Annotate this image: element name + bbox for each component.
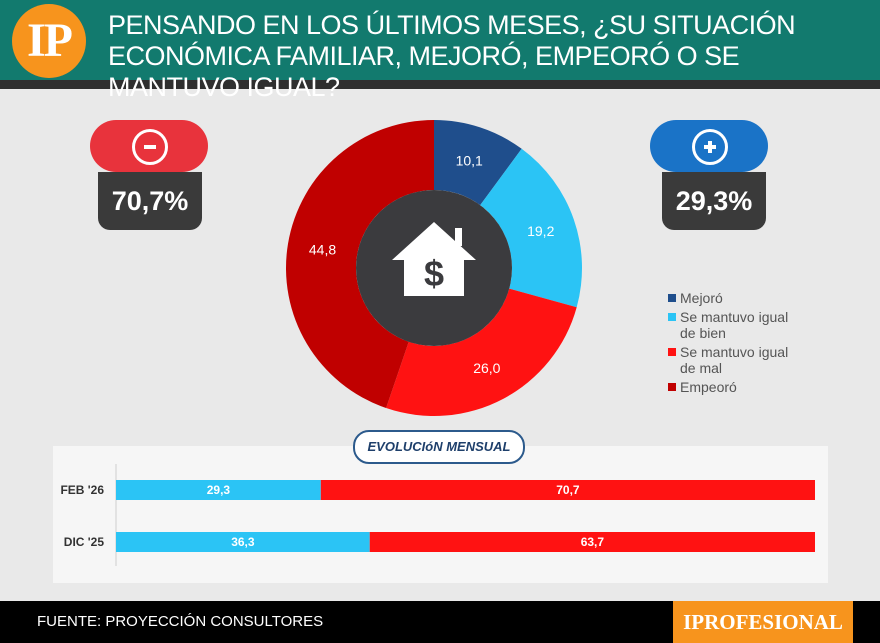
- legend-item-empeoro: Empeoró: [668, 379, 848, 395]
- header-divider: [0, 80, 880, 89]
- legend-label: Empeoró: [680, 379, 737, 395]
- bar-category-label: DIC '25: [64, 535, 105, 549]
- legend-swatch: [668, 383, 676, 391]
- slice-igual-mal: [386, 288, 577, 417]
- slice-label: 26,0: [473, 360, 500, 376]
- bar-value-label: 36,3: [231, 535, 255, 549]
- slice-label: 19,2: [527, 223, 554, 239]
- bar-value-label: 70,7: [556, 483, 580, 497]
- legend-swatch: [668, 294, 676, 302]
- legend-label-line2: de bien: [680, 325, 726, 341]
- legend-swatch: [668, 313, 676, 321]
- chart-title: PENSANDO EN LOS ÚLTIMOS MESES, ¿SU SITUA…: [108, 10, 796, 102]
- legend-label: Mejoró: [680, 290, 723, 306]
- positive-percentage: 29,3%: [662, 172, 766, 230]
- legend-label-line2: de mal: [680, 360, 723, 376]
- footer-brand-logo: IPROFESIONAL: [673, 601, 853, 643]
- legend-label: Se mantuvo igual: [680, 309, 789, 325]
- evolution-title: EVOLUCIóN MENSUAL: [353, 430, 525, 464]
- legend-item-igual-mal: Se mantuvo igual de mal: [668, 344, 848, 376]
- svg-text:$: $: [424, 253, 444, 294]
- ip-logo: IP: [12, 4, 86, 78]
- minus-icon: [132, 129, 168, 165]
- slice-label: 10,1: [456, 153, 483, 169]
- bar-negativo: [369, 532, 815, 552]
- plus-icon: [692, 129, 728, 165]
- legend: Mejoró Se mantuvo igual de bien Se mantu…: [668, 290, 848, 398]
- legend-item-igual-bien: Se mantuvo igual de bien: [668, 309, 848, 341]
- legend-swatch: [668, 348, 676, 356]
- negative-pill: [90, 120, 208, 172]
- house-dollar-icon: $: [392, 222, 476, 296]
- slice-igual-bien: [480, 148, 582, 308]
- bar-value-label: 63,7: [581, 535, 605, 549]
- donut-chart: $ 10,1 19,2 26,0 44,8: [285, 120, 582, 417]
- negative-percentage: 70,7%: [98, 172, 202, 230]
- slice-empeoro: [285, 120, 434, 409]
- bar-value-label: 29,3: [207, 483, 231, 497]
- slice-label: 44,8: [309, 241, 336, 257]
- bar-negativo: [320, 480, 815, 500]
- evolution-panel: [53, 446, 828, 583]
- legend-item-mejoro: Mejoró: [668, 290, 848, 306]
- legend-label: Se mantuvo igual: [680, 344, 789, 360]
- header-banner: [0, 0, 880, 80]
- bar-positivo: [116, 532, 370, 552]
- bar-positivo: [116, 480, 321, 500]
- footer-source: FUENTE: PROYECCIÓN CONSULTORES: [37, 613, 324, 630]
- slice-mejoro: [434, 120, 522, 206]
- bar-category-label: FEB '26: [60, 483, 104, 497]
- positive-pill: [650, 120, 768, 172]
